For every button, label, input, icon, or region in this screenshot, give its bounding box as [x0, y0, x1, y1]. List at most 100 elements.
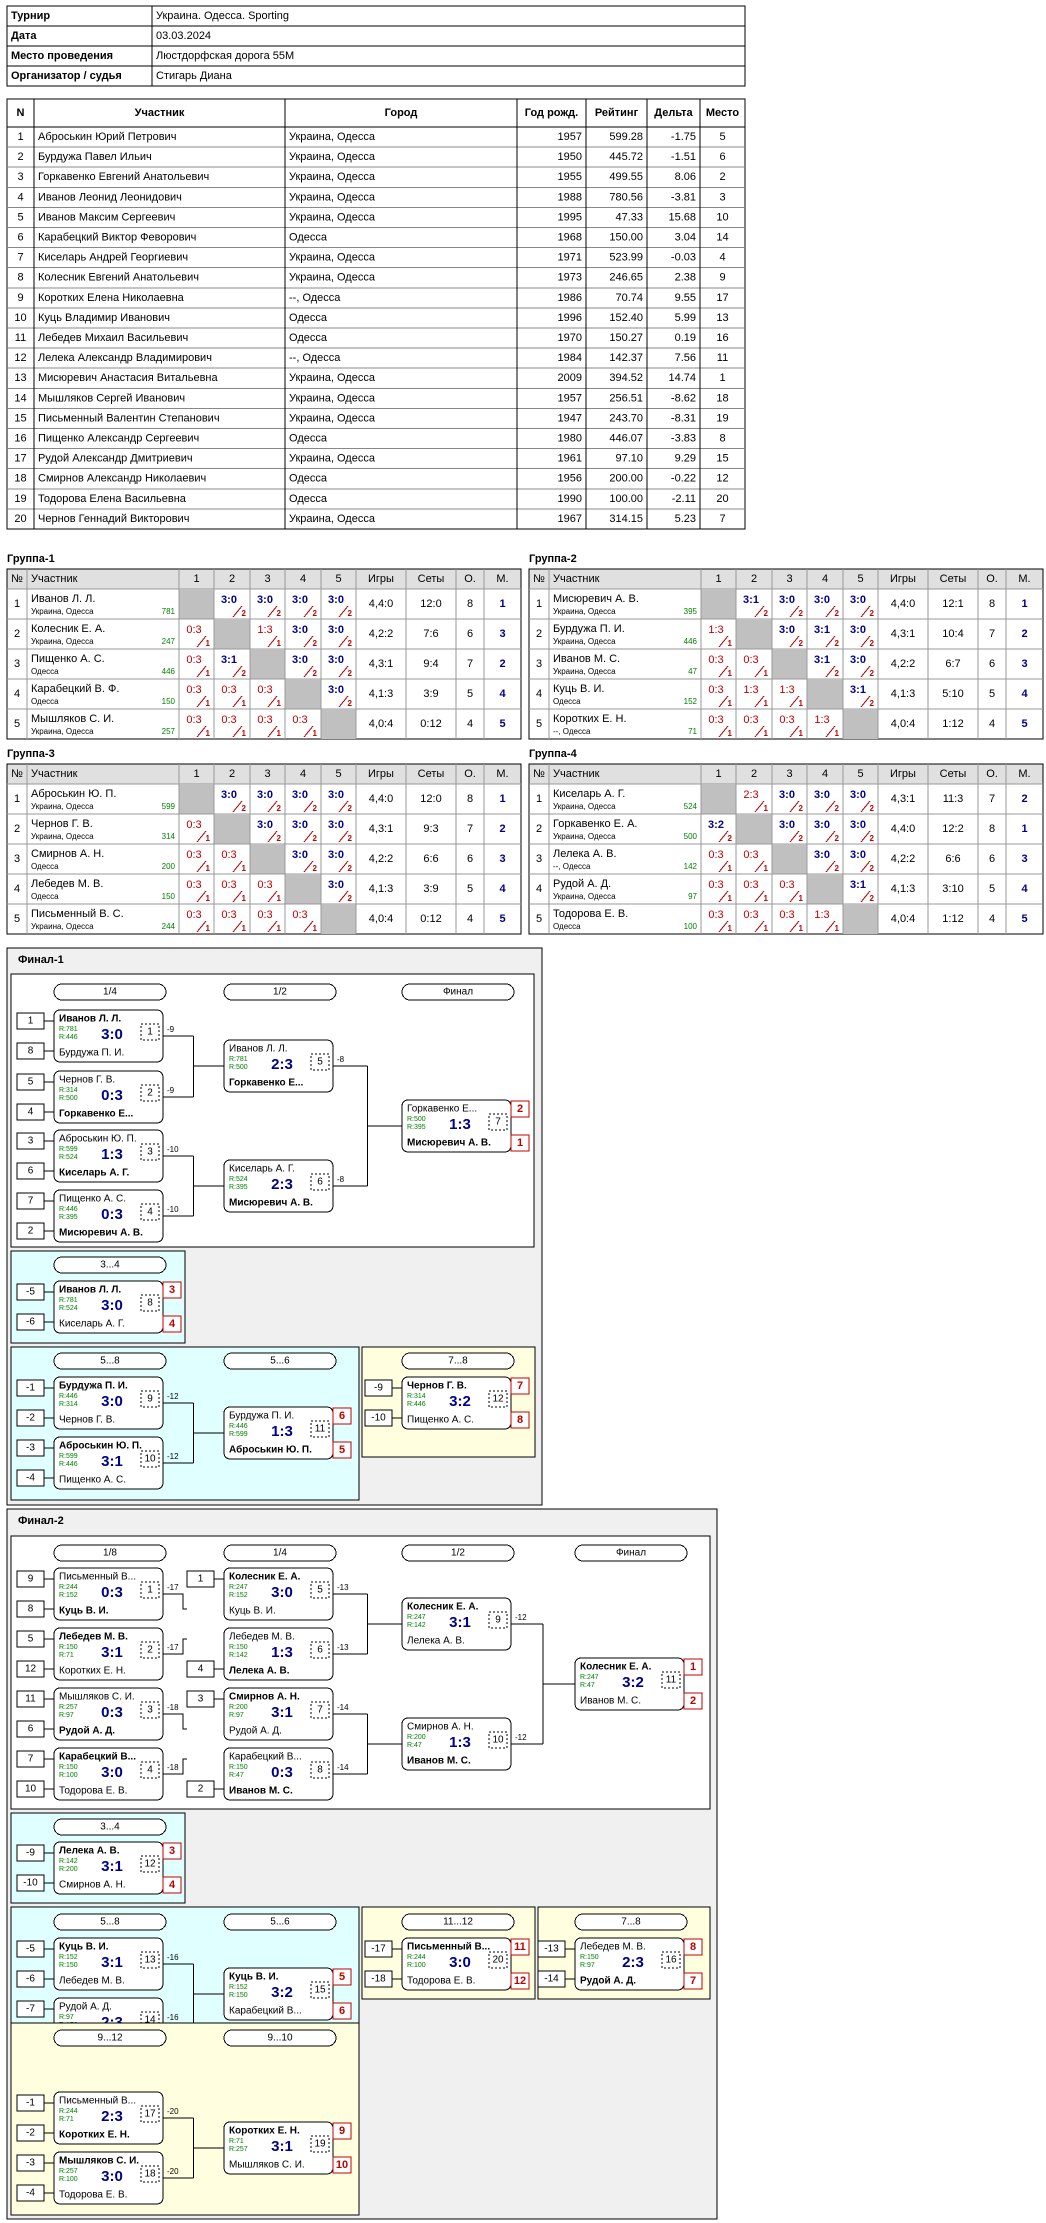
match-score: 0:3	[743, 849, 758, 861]
match-points: 2	[870, 804, 875, 813]
cell: -3.83	[671, 432, 696, 444]
seed-box	[16, 1103, 45, 1121]
seed: 2	[198, 1784, 204, 1795]
points: 4	[989, 718, 995, 730]
seed-box	[364, 1379, 393, 1397]
match-score: 0:3	[779, 714, 794, 726]
score-slash	[303, 635, 314, 648]
score-slash	[303, 800, 314, 813]
match-score: 3:0	[328, 879, 344, 891]
rating-1: R:244	[59, 1584, 78, 1591]
row-number: 4	[536, 688, 542, 700]
round-header	[223, 2029, 337, 2047]
score-slash	[718, 830, 729, 843]
row-number: 2	[14, 628, 20, 640]
match-score: 0:3	[221, 684, 236, 696]
rating-1: R:244	[407, 1954, 426, 1961]
match-score: 0:3	[708, 684, 723, 696]
match-score: 0:3	[708, 714, 723, 726]
games: 4,4:0	[369, 793, 393, 805]
points: 4	[989, 913, 995, 925]
match-score: 3:0	[292, 594, 308, 606]
match-score: 3:0	[779, 789, 795, 801]
cell: Иванов Максим Сергеевич	[38, 211, 175, 223]
seed: 6	[28, 1724, 34, 1735]
round-title: 1/4	[273, 1548, 287, 1559]
place: 11	[514, 1941, 526, 1953]
match-number-box	[140, 1641, 160, 1659]
seed-box	[16, 2094, 45, 2112]
match-points: 1	[242, 729, 247, 738]
score-slash	[338, 665, 349, 678]
score-slash	[825, 605, 836, 618]
cell: Карабецкий Виктор Феворович	[38, 231, 196, 243]
match-score: 1:3	[257, 624, 272, 636]
match-number: 18	[144, 2169, 156, 2180]
match-number: 12	[492, 1394, 504, 1405]
match-score: 3:1	[271, 2138, 293, 2155]
match-box	[401, 1717, 512, 1771]
rating-1: R:244	[59, 2108, 78, 2115]
seed: -18	[371, 1974, 386, 1985]
match-points: 1	[313, 924, 318, 933]
match-box	[223, 2121, 334, 2175]
match-box	[53, 2151, 164, 2205]
rating-2: R:257	[229, 2146, 248, 2153]
rating-2: R:100	[407, 1962, 426, 1969]
rating-2: R:446	[59, 1034, 78, 1041]
games: 4,0:4	[891, 913, 915, 925]
cell: Пищенко Александр Сергеевич	[38, 432, 199, 444]
seed-box	[16, 2000, 45, 2018]
rating-1: R:97	[59, 2014, 74, 2021]
score-slash	[754, 695, 765, 708]
match-number: 17	[144, 2109, 156, 2120]
cell: 200.00	[609, 473, 643, 485]
score-slash	[754, 860, 765, 873]
cell: Украина, Одесса	[289, 412, 376, 424]
player-name: Иванов Л. Л.	[31, 593, 95, 605]
place-box	[683, 1938, 703, 1956]
player-city: Украина, Одесса	[31, 727, 94, 736]
match-box	[401, 1597, 512, 1651]
seed: -2	[26, 2128, 35, 2139]
match-score: 3:0	[328, 624, 344, 636]
cell: Куць Владимир Иванович	[38, 312, 170, 324]
cell: Тодорова Елена Васильевна	[38, 493, 187, 505]
player-2: Мисюревич А. В.	[407, 1138, 491, 1149]
seed-box	[537, 1940, 566, 1958]
place: 7	[517, 1380, 523, 1392]
cell: Киселарь Андрей Георгиевич	[38, 252, 188, 264]
score-slash	[754, 605, 765, 618]
cell: Рудой Александр Дмитриевич	[38, 453, 193, 465]
player-name: Письменный В. С.	[31, 908, 124, 920]
match-number-box	[140, 1390, 160, 1408]
row-number: 5	[536, 718, 542, 730]
column-header: 2	[229, 768, 235, 780]
player-1: Аброськин Ю. П.	[59, 1133, 137, 1145]
score-slash	[303, 665, 314, 678]
match-points: 2	[313, 804, 318, 813]
seed-box	[16, 1940, 45, 1958]
points: 4	[467, 718, 473, 730]
match-points: 2	[870, 894, 875, 903]
cell: 1	[17, 131, 23, 143]
cell: 8.06	[675, 171, 696, 183]
player-2: Куць В. И.	[229, 1606, 276, 1617]
player-2: Смирнов А. Н.	[59, 1880, 126, 1891]
cell: 10	[14, 312, 26, 324]
cell: 314.15	[609, 513, 643, 525]
score-slash	[303, 920, 314, 933]
column-header: 4	[300, 768, 306, 780]
round-header	[223, 1352, 337, 1370]
place: 12	[514, 1975, 526, 1987]
seed: 2	[28, 1226, 34, 1237]
match-number-box	[140, 2165, 160, 2183]
points: 6	[989, 853, 995, 865]
cell: 8	[17, 272, 23, 284]
match-score: 0:3	[186, 684, 201, 696]
match-points: 2	[870, 834, 875, 843]
match-score: 3:2	[449, 1393, 471, 1410]
rating-1: R:71	[229, 2138, 244, 2145]
score-slash	[338, 800, 349, 813]
player-city: Одесса	[553, 922, 581, 931]
